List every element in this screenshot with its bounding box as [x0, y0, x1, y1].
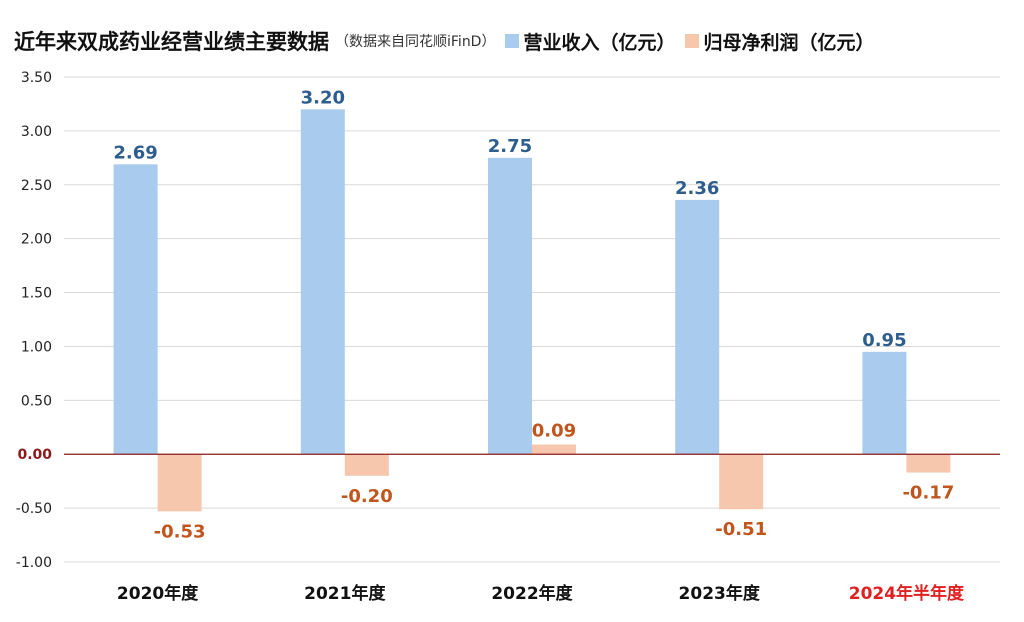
profit-data-label: -0.20 — [341, 486, 393, 507]
legend-label-revenue: 营业收入（亿元） — [523, 31, 676, 54]
revenue-bar — [488, 157, 532, 455]
y-tick-label: 0.00 — [17, 447, 52, 463]
profit-data-label: -0.53 — [154, 521, 206, 542]
profit-bar — [157, 454, 202, 512]
revenue-data-label: 2.75 — [488, 136, 532, 157]
y-tick-label: 1.00 — [21, 339, 52, 355]
profit-bar — [719, 454, 764, 510]
y-tick-label: -1.00 — [16, 555, 52, 571]
legend-label-profit: 归母净利润（亿元） — [703, 31, 875, 54]
y-tick-label: 0.50 — [21, 393, 52, 409]
revenue-data-label: 2.69 — [113, 142, 157, 163]
x-category-label: 2022年度 — [491, 583, 573, 604]
profit-bar — [532, 444, 576, 455]
revenue-bar — [113, 164, 158, 455]
revenue-data-label: 3.20 — [301, 87, 345, 108]
x-category-label: 2021年度 — [304, 583, 386, 604]
chart-subtitle: （数据来自同花顺iFinD） — [335, 34, 496, 50]
chart-title: 近年来双成药业经营业绩主要数据 — [14, 30, 329, 54]
revenue-data-label: 2.36 — [675, 178, 719, 199]
revenue-data-label: 0.95 — [862, 330, 906, 351]
y-tick-label: 3.50 — [21, 70, 52, 86]
profit-bar — [906, 454, 951, 473]
y-tick-label: 3.00 — [21, 124, 52, 140]
profit-data-label: -0.51 — [715, 519, 767, 540]
y-tick-label: 2.00 — [21, 232, 52, 248]
y-tick-label: 2.50 — [21, 178, 52, 194]
revenue-bar — [675, 199, 720, 455]
x-category-label: 2023年度 — [679, 583, 761, 604]
y-tick-label: -0.50 — [16, 501, 52, 517]
x-category-label: 2020年度 — [117, 583, 199, 604]
legend-swatch-profit — [685, 34, 700, 48]
x-category-label: 2024年半年度 — [849, 583, 965, 604]
profit-data-label: 0.09 — [532, 421, 576, 442]
title-bar: 近年来双成药业经营业绩主要数据 （数据来自同花顺iFinD） 营业收入（亿元） … — [14, 24, 875, 58]
legend-swatch-revenue — [505, 34, 520, 48]
revenue-bar — [862, 351, 907, 455]
revenue-bar — [300, 109, 345, 455]
profit-data-label: -0.17 — [902, 483, 954, 504]
y-tick-label: 1.50 — [21, 286, 52, 302]
profit-bar — [344, 454, 389, 476]
